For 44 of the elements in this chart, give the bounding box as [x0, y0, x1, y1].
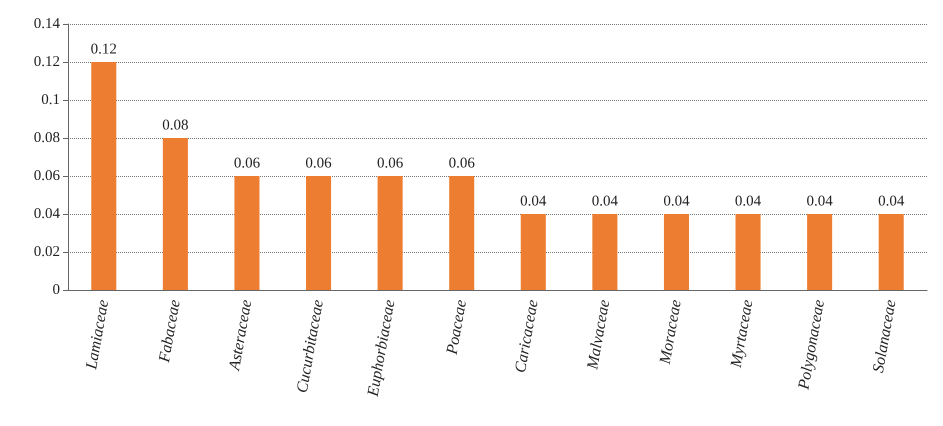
x-tick-label: Myrtaceae: [728, 298, 756, 370]
data-label: 0.08: [162, 118, 188, 134]
bar: [449, 176, 474, 290]
data-label: 0.04: [520, 194, 547, 210]
data-label: 0.06: [377, 156, 404, 172]
data-label: 0.04: [592, 194, 618, 210]
y-tick-label: 0.12: [34, 54, 60, 70]
bar: [520, 214, 546, 290]
bar: [234, 176, 260, 290]
bar: [736, 214, 761, 290]
data-label: 0.06: [448, 156, 476, 172]
y-tick-label: 0.06: [34, 168, 60, 184]
bar: [878, 214, 904, 290]
data-label: 0.12: [90, 42, 117, 58]
data-label: 0.06: [305, 156, 332, 172]
data-label: 0.04: [734, 194, 762, 210]
x-tick-label: Fabaceae: [156, 298, 184, 365]
x-tick-label: Moraceae: [656, 298, 685, 366]
x-tick-label: Poaceae: [444, 298, 470, 357]
bar: [664, 214, 689, 290]
data-label: 0.04: [663, 194, 690, 210]
bar: [306, 176, 332, 290]
x-tick-label: Malvaceae: [584, 298, 614, 372]
bar: [592, 214, 618, 290]
data-label: 0.04: [806, 194, 834, 210]
y-tick-label: 0: [52, 282, 60, 298]
y-tick-label: 0.14: [34, 16, 60, 32]
bar: [91, 62, 116, 290]
x-tick-label: Solanaceae: [870, 298, 900, 374]
x-tick-label: Polygonaceae: [795, 298, 828, 392]
bar: [807, 214, 832, 290]
x-tick-label: Euphorbiaceae: [364, 298, 398, 399]
x-tick-label: Caricaceae: [512, 298, 542, 374]
x-tick-label: Lamiaceae: [83, 298, 112, 372]
data-label: 0.06: [234, 156, 261, 172]
bar: [162, 138, 188, 290]
data-label: 0.04: [878, 194, 905, 210]
bar: [378, 176, 403, 290]
y-tick-label: 0.02: [34, 244, 60, 260]
y-tick-label: 0.1: [41, 92, 60, 108]
x-tick-label: Asteraceae: [226, 298, 256, 372]
y-tick-label: 0.04: [34, 206, 60, 222]
x-tick-label: Cucurbitaceae: [294, 298, 327, 394]
y-tick-label: 0.08: [34, 130, 60, 146]
